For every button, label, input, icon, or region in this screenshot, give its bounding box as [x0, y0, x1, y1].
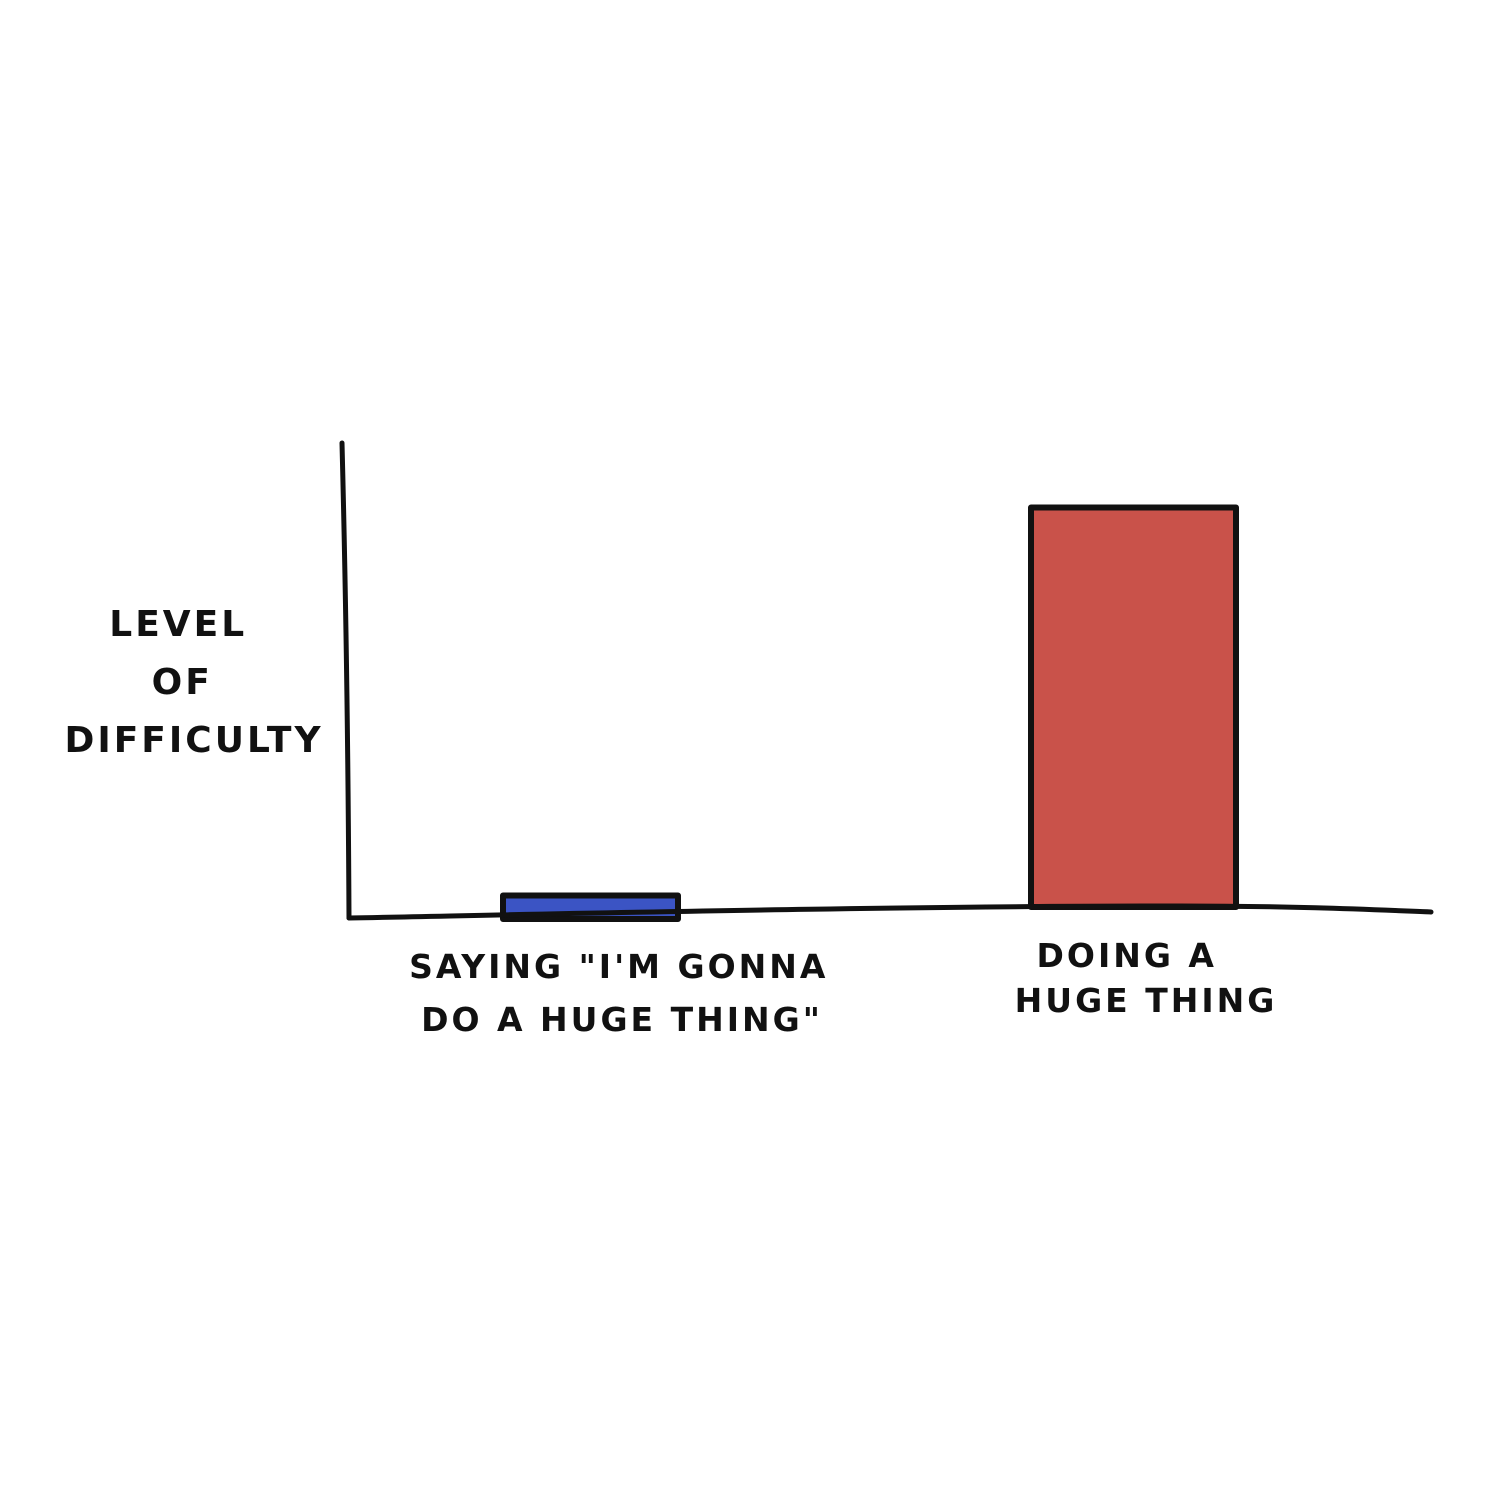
x-axis — [346, 903, 1434, 921]
category-label-saying-line-2: DO A HUGE THING" — [421, 1000, 823, 1039]
category-label-saying-line-1: SAYING "I'M GONNA — [409, 947, 828, 986]
category-label-doing: DOING A HUGE THING — [1015, 936, 1278, 1020]
category-label-doing-line-2: HUGE THING — [1015, 981, 1278, 1020]
bars-group — [500, 504, 1239, 922]
y-axis-label: LEVEL OF DIFFICULTY — [64, 604, 323, 761]
y-axis-label-line-2: OF — [152, 662, 213, 703]
y-axis-label-line-1: LEVEL — [109, 604, 247, 645]
y-axis — [339, 440, 352, 921]
y-axis-label-line-3: DIFFICULTY — [64, 720, 323, 761]
category-label-saying: SAYING "I'M GONNA DO A HUGE THING" — [409, 947, 843, 1039]
category-label-doing-line-1: DOING A — [1037, 936, 1217, 975]
bar-doing — [1028, 504, 1239, 910]
